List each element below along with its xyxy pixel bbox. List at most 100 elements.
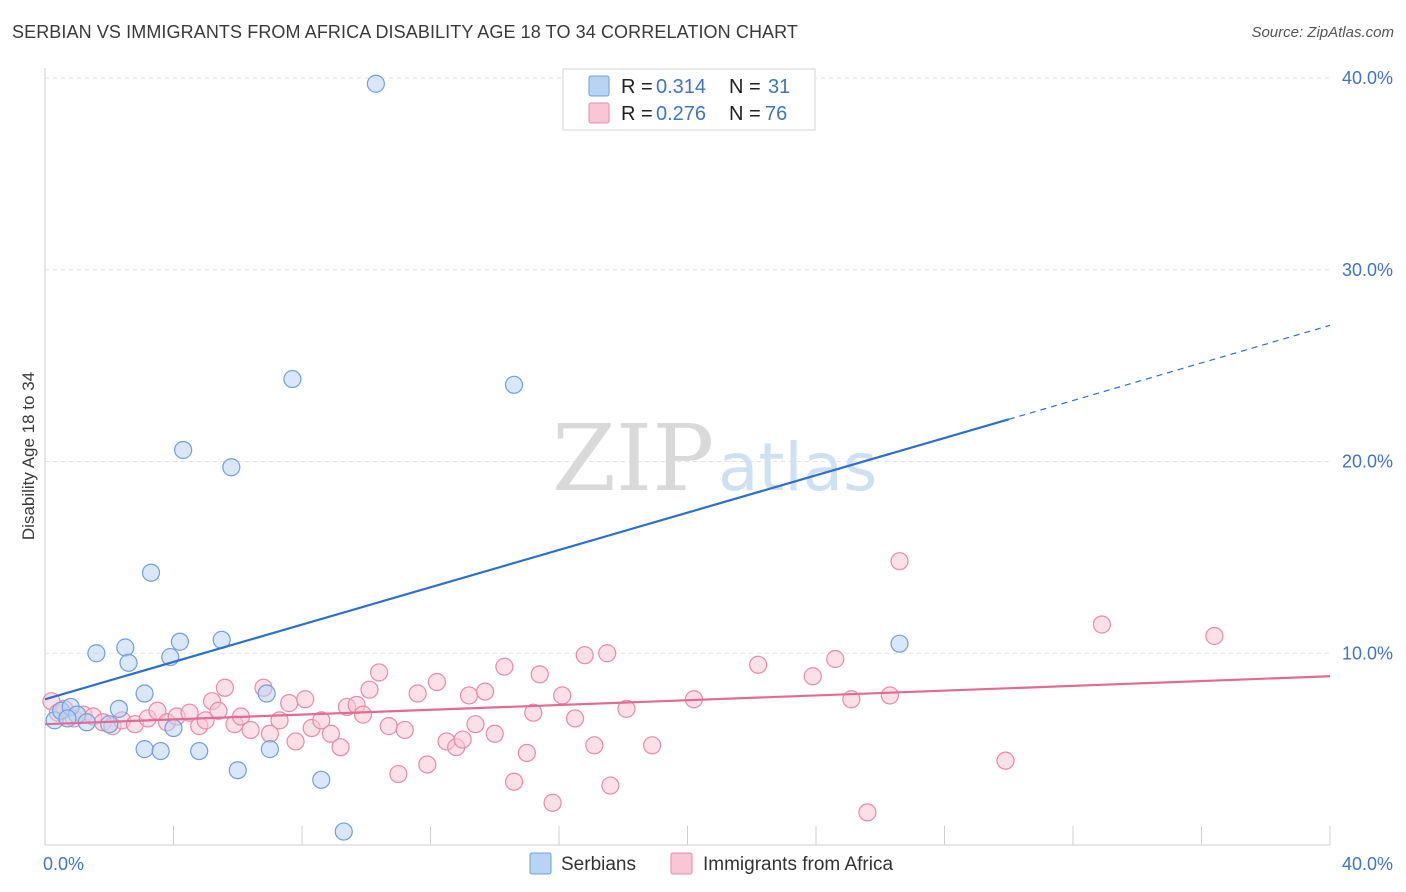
- data-point-africa: [395, 720, 414, 740]
- y-tick-label: 20.0%: [1342, 452, 1393, 472]
- data-point-africa: [749, 655, 768, 674]
- data-point-serbians: [164, 718, 183, 738]
- data-point-africa: [504, 772, 524, 791]
- data-point-africa: [880, 686, 899, 705]
- source-label: Source: ZipAtlas.com: [1251, 24, 1394, 41]
- y-axis-title: Disability Age 18 to 34: [19, 372, 38, 540]
- data-point-serbians: [100, 715, 119, 734]
- legend-n-label-serbians: N =: [729, 76, 761, 98]
- trend-line-africa: [44, 675, 1331, 726]
- x-tick-label: 0.0%: [43, 854, 84, 874]
- data-point-serbians: [312, 770, 331, 789]
- trend-lines: [44, 324, 1331, 726]
- data-point-africa: [331, 738, 350, 757]
- data-point-serbians: [190, 741, 209, 761]
- data-point-africa: [598, 644, 617, 663]
- legend-r-value-serbians: 0.314: [656, 76, 706, 98]
- data-point-africa: [565, 709, 585, 728]
- data-point-africa: [312, 711, 331, 730]
- bottom-legend-africa: Immigrants from Africa: [703, 854, 893, 875]
- data-point-africa: [209, 701, 228, 720]
- chart-title: SERBIAN VS IMMIGRANTS FROM AFRICA DISABI…: [12, 22, 799, 42]
- y-tick-labels: 10.0% 20.0% 30.0% 40.0%: [1342, 68, 1393, 663]
- data-point-africa: [826, 649, 845, 669]
- data-point-africa: [418, 755, 437, 774]
- data-point-serbians: [119, 653, 138, 672]
- data-point-serbians: [890, 634, 909, 653]
- data-point-africa: [241, 720, 260, 740]
- watermark-zip: ZIP: [552, 405, 714, 512]
- watermark-atlas: atlas: [718, 429, 878, 506]
- data-point-africa: [585, 736, 604, 755]
- data-point-serbians: [228, 761, 247, 780]
- data-point-africa: [280, 694, 299, 713]
- data-point-africa: [890, 552, 909, 571]
- data-point-serbians: [151, 741, 170, 761]
- bottom-legend-serbians: Serbians: [561, 854, 636, 875]
- data-point-africa: [517, 743, 536, 763]
- data-point-africa: [321, 724, 341, 743]
- data-point-africa: [524, 703, 543, 722]
- data-point-serbians: [283, 369, 302, 389]
- data-point-africa: [803, 667, 822, 686]
- data-point-africa: [453, 730, 472, 749]
- data-point-serbians: [87, 644, 106, 663]
- data-point-serbians: [334, 822, 353, 841]
- data-point-africa: [180, 703, 199, 722]
- legend-r-value-africa: 0.276: [656, 103, 706, 125]
- data-point-africa: [543, 793, 562, 812]
- data-point-africa: [858, 803, 877, 822]
- data-point-africa: [196, 711, 215, 730]
- data-point-serbians: [109, 699, 128, 718]
- x-tick-label: 40.0%: [1342, 854, 1393, 874]
- data-point-africa: [530, 665, 549, 684]
- data-point-africa: [360, 680, 379, 699]
- data-point-serbians: [135, 684, 154, 703]
- axes: [44, 68, 1331, 846]
- data-point-serbians: [257, 684, 276, 703]
- data-point-africa: [389, 764, 408, 784]
- data-point-africa: [1092, 615, 1112, 634]
- data-point-africa: [485, 724, 504, 743]
- data-point-africa: [370, 663, 389, 682]
- legend-n-value-africa: 76: [765, 103, 787, 125]
- y-tick-label: 30.0%: [1342, 260, 1393, 280]
- legend-n-label-africa: N =: [729, 103, 761, 125]
- data-point-serbians: [222, 458, 241, 477]
- africa-points: [42, 552, 1224, 822]
- data-point-africa: [379, 717, 398, 736]
- data-point-serbians: [366, 74, 385, 93]
- data-point-serbians: [116, 638, 135, 657]
- legend-n-value-serbians: 31: [768, 76, 790, 98]
- data-point-africa: [601, 776, 620, 795]
- trend-line-serbians-extension: [1008, 324, 1331, 420]
- data-point-africa: [408, 684, 427, 703]
- serbians-points: [45, 74, 909, 841]
- data-point-serbians: [504, 375, 524, 394]
- data-point-africa: [476, 682, 495, 701]
- data-point-africa: [495, 657, 514, 676]
- bottom-swatch-serbians: [529, 852, 552, 875]
- y-tick-label: 40.0%: [1342, 68, 1393, 88]
- data-point-serbians: [174, 440, 193, 460]
- series-legend: Serbians Immigrants from Africa: [529, 852, 893, 875]
- data-point-africa: [427, 672, 447, 692]
- data-point-serbians: [170, 632, 190, 651]
- data-point-africa: [643, 736, 662, 755]
- data-point-serbians: [260, 740, 279, 759]
- data-point-serbians: [141, 563, 161, 582]
- x-tick-labels: 0.0% 40.0%: [43, 854, 1393, 874]
- bottom-swatch-africa: [670, 852, 693, 875]
- y-tick-label: 10.0%: [1342, 643, 1393, 663]
- correlation-legend: R = 0.314 N = 31 R = 0.276 N = 76: [562, 68, 816, 131]
- data-point-africa: [996, 751, 1015, 770]
- data-point-africa: [1205, 626, 1224, 646]
- legend-r-label-africa: R =: [621, 103, 653, 125]
- trend-line-serbians: [44, 418, 1010, 701]
- data-point-africa: [553, 686, 572, 705]
- data-point-africa: [459, 686, 479, 705]
- data-point-serbians: [135, 740, 154, 759]
- legend-swatch-africa: [588, 102, 610, 124]
- legend-r-label-serbians: R =: [621, 76, 653, 98]
